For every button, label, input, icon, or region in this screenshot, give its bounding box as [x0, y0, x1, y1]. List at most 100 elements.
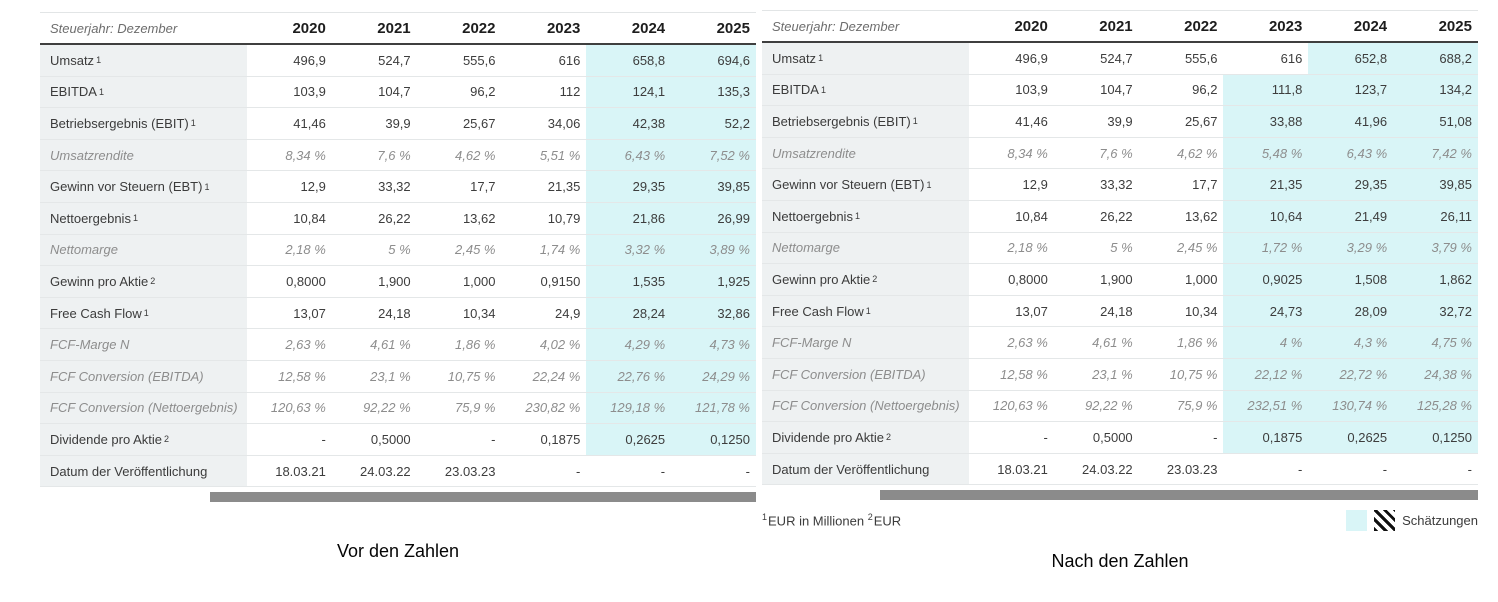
metric-label: Free Cash Flow 1	[40, 297, 247, 329]
footnote-marker: 2	[150, 276, 156, 287]
legend-label: Schätzungen	[1402, 512, 1478, 528]
table-row: FCF Conversion (EBITDA) 12,58 % 23,1 % 10,7…	[40, 360, 756, 393]
estimate-value-cell: 32,72	[1393, 295, 1478, 327]
value-cell: 23,1 %	[370, 368, 411, 384]
value-cell: 33,32	[1100, 177, 1133, 193]
estimate-value-cell: 29,35	[1308, 169, 1394, 200]
value-cell: 34,06	[547, 115, 581, 131]
financial-table-before: Steuerjahr: Dezember 2020 2021 2022 2023 2024…	[40, 12, 756, 488]
estimate-value-cell: 28,09	[1308, 295, 1394, 327]
year-column-header: 2024	[631, 19, 666, 37]
value-cell: 616	[558, 52, 581, 68]
value-cell: 2,18 %	[285, 242, 326, 258]
value-cell: 26,22	[1100, 208, 1133, 224]
footnote-marker: 1	[143, 308, 149, 319]
metric-label: Datum der Veröffentlichung	[762, 453, 969, 485]
value-cell: 92,22 %	[362, 400, 411, 416]
estimate-value-cell: 3,32 %	[586, 234, 672, 266]
estimate-value-cell: 130,74 %	[1308, 390, 1394, 422]
value-cell: 5 %	[1110, 240, 1133, 256]
estimate-value-cell: 124,1	[586, 76, 672, 108]
value-cell: 92,22 %	[1084, 398, 1133, 414]
table-row: Datum der Veröffentlichung 18.03.21 24.03.…	[762, 453, 1478, 486]
estimate-value-cell: 4,29 %	[586, 329, 672, 360]
table-footer: 1EUR in Millionen 2EUR Schätzungen	[762, 509, 1478, 531]
value-cell: 496,9	[1015, 50, 1048, 66]
caption-after: Nach den Zahlen	[1051, 551, 1189, 571]
fiscal-period-label: Steuerjahr: Dezember	[772, 18, 900, 34]
table-row: FCF Conversion (Nettoergebnis) 120,63 % 92…	[40, 392, 756, 425]
scrollbar-thumb[interactable]	[880, 490, 1478, 501]
value-cell: 0,5000	[370, 431, 411, 447]
value-cell: 5,51 %	[539, 147, 581, 163]
estimate-value-cell: 658,8	[586, 45, 672, 76]
value-cell: 26,22	[378, 210, 411, 226]
estimate-value-cell: 3,29 %	[1308, 232, 1394, 264]
estimate-value-cell: 39,85	[671, 171, 756, 202]
value-cell: 1,86 %	[1177, 335, 1218, 351]
value-cell: 103,9	[1015, 82, 1048, 98]
footnote-marker: 1	[926, 179, 932, 190]
year-column-header: 2025	[716, 19, 750, 37]
table-row: Nettomarge 2,18 % 5 % 2,45 % 1,72 % 3,29 % 3,7…	[762, 232, 1478, 265]
value-cell: 23.03.23	[1166, 461, 1218, 477]
estimate-value-cell: 123,7	[1308, 74, 1394, 106]
value-cell: 104,7	[378, 84, 411, 100]
table-row: Umsatz 1 496,9 524,7 555,6 616 652,8 688,2	[762, 43, 1478, 75]
value-cell: 1,74 %	[539, 242, 581, 258]
table-row: Gewinn pro Aktie 2 0,8000 1,900 1,000 0,9150 1…	[40, 266, 756, 298]
value-cell: 41,46	[293, 115, 326, 131]
table-header-row: Steuerjahr: Dezember 2020 2021 2022 2023 2024…	[762, 11, 1478, 43]
value-cell: 104,7	[1100, 82, 1133, 98]
value-cell: 2,45 %	[455, 242, 496, 258]
value-cell: 10,75 %	[1169, 366, 1218, 382]
estimate-value-cell: 134,2	[1393, 74, 1478, 106]
value-cell: 39,9	[385, 115, 411, 131]
year-column-header: 2022	[462, 19, 496, 37]
estimate-value-cell: 29,35	[586, 171, 672, 202]
metric-label: Free Cash Flow 1	[762, 295, 969, 327]
value-cell: 96,2	[1192, 82, 1218, 98]
value-cell: 7,6 %	[1099, 145, 1133, 161]
year-column-header: 2021	[377, 19, 411, 37]
estimate-value-cell: 3,89 %	[671, 234, 756, 266]
estimate-value-cell: 21,49	[1308, 200, 1394, 232]
metric-label: FCF Conversion (Nettoergebnis)	[762, 390, 969, 422]
metric-label: FCF Conversion (EBITDA)	[40, 360, 247, 392]
footnote-marker: 2	[886, 432, 892, 443]
value-cell: 21,35	[547, 179, 581, 195]
year-column-header: 2020	[292, 19, 326, 37]
value-cell: 4,62 %	[1177, 145, 1218, 161]
value-cell: 18.03.21	[275, 463, 326, 479]
estimate-value-cell: 4,75 %	[1393, 327, 1478, 358]
table-row: FCF Conversion (EBITDA) 12,58 % 23,1 % 10,7…	[762, 358, 1478, 391]
estimate-value-cell: 6,43 %	[586, 139, 672, 171]
metric-label: Gewinn vor Steuern (EBT) 1	[40, 171, 247, 202]
footnote-text-2: EUR	[873, 513, 902, 529]
value-cell: 17,7	[1192, 177, 1218, 193]
value-cell: 33,32	[378, 179, 411, 195]
footnote-marker: 1	[865, 306, 871, 317]
value-cell: 2,18 %	[1007, 240, 1048, 256]
footnote-marker: 1	[190, 118, 196, 129]
value-cell: -	[321, 431, 326, 447]
estimate-value-cell: 32,86	[671, 297, 756, 329]
value-cell: 10,75 %	[447, 368, 496, 384]
metric-label: FCF Conversion (Nettoergebnis)	[40, 392, 247, 424]
metric-label: Gewinn pro Aktie 2	[40, 266, 247, 297]
metric-label: Nettoergebnis 1	[40, 202, 247, 234]
year-column-header: 2025	[1438, 17, 1472, 35]
estimate-value-cell: 39,85	[1393, 169, 1478, 200]
metric-label: EBITDA 1	[40, 76, 247, 108]
value-cell: 10,34	[1184, 303, 1218, 319]
value-cell: 23.03.23	[444, 463, 496, 479]
value-cell: 24.03.22	[1082, 461, 1133, 477]
metric-label: Gewinn pro Aktie 2	[762, 264, 969, 295]
value-cell: 1,86 %	[455, 337, 496, 353]
units-footnote: 1EUR in Millionen 2EUR	[762, 512, 901, 528]
estimate-value-cell: 42,38	[586, 108, 672, 139]
scrollbar-thumb[interactable]	[210, 492, 756, 503]
footnote-marker: 1	[204, 181, 210, 192]
estimate-value-cell: 26,11	[1393, 200, 1478, 232]
table-row: FCF Conversion (Nettoergebnis) 120,63 % 92…	[762, 390, 1478, 423]
